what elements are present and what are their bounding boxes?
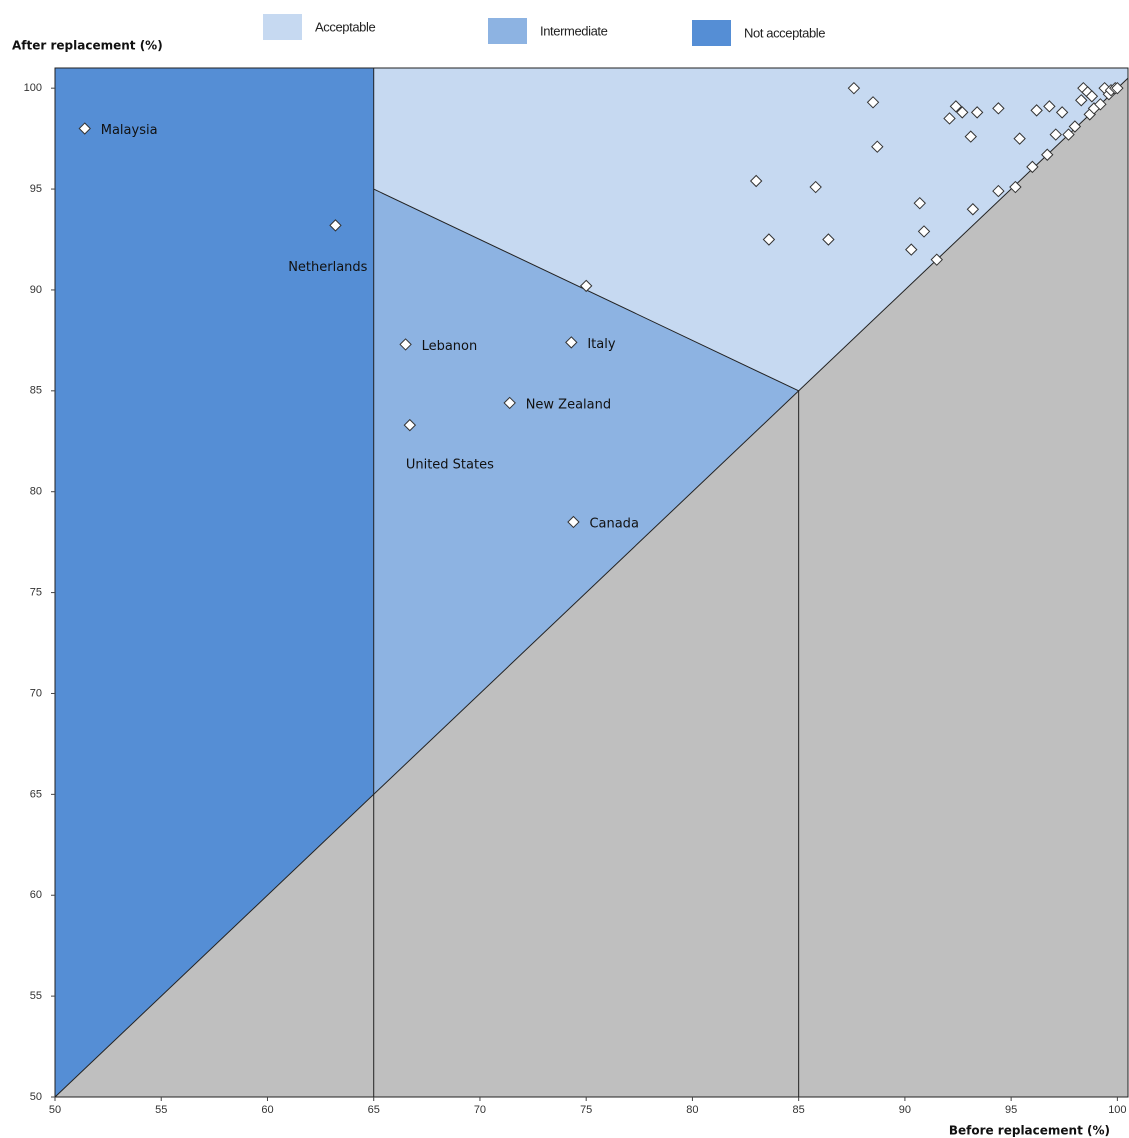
point-label: New Zealand: [526, 397, 611, 412]
data-point: [917, 225, 931, 238]
data-point: [809, 180, 822, 194]
data-point: [503, 396, 516, 410]
data-point: [964, 130, 977, 143]
y-tick-label: 85: [30, 385, 42, 397]
data-point: [930, 253, 943, 266]
data-point: [943, 112, 956, 125]
x-tick-label: 85: [793, 1104, 805, 1116]
data-point: [399, 338, 412, 351]
x-tick-label: 50: [49, 1104, 61, 1116]
x-tick-label: 75: [580, 1104, 592, 1116]
data-point: [403, 418, 417, 432]
y-tick-label: 100: [24, 82, 42, 94]
data-point: [1075, 94, 1088, 107]
x-tick-label: 80: [686, 1104, 698, 1116]
region: [373, 68, 1128, 391]
x-tick-label: 70: [474, 1104, 486, 1116]
data-point: [905, 243, 918, 256]
legend-swatch: [263, 14, 302, 40]
x-tick-label: 95: [1005, 1104, 1017, 1116]
data-point: [762, 233, 776, 246]
point-label: Italy: [587, 337, 616, 352]
data-point: [1085, 90, 1099, 103]
data-point: [567, 515, 580, 529]
data-point: [1013, 132, 1026, 145]
data-point: [913, 196, 926, 210]
point-label: Canada: [589, 516, 638, 531]
data-point: [1055, 106, 1069, 119]
data-point: [1068, 120, 1082, 133]
data-point: [1041, 148, 1054, 161]
x-tick-label: 100: [1108, 1104, 1126, 1116]
x-tick-label: 55: [155, 1104, 167, 1116]
data-point: [1030, 104, 1043, 117]
point-label: United States: [406, 458, 494, 473]
point-label: Netherlands: [288, 260, 367, 275]
data-point: [1094, 98, 1107, 111]
y-tick-label: 70: [30, 687, 42, 699]
data-point: [749, 174, 763, 188]
data-point: [866, 96, 880, 109]
data-point: [1111, 81, 1124, 95]
data-point: [992, 184, 1005, 198]
y-tick-label: 50: [30, 1091, 42, 1103]
x-axis-title: Before replacement (%): [949, 1124, 1110, 1138]
y-tick-label: 60: [30, 889, 42, 901]
data-point: [579, 279, 593, 293]
y-tick-label: 95: [30, 183, 42, 195]
region: [55, 68, 374, 1097]
data-point: [1049, 128, 1062, 141]
x-tick-label: 60: [261, 1104, 273, 1116]
data-point: [1043, 100, 1056, 113]
data-point: [565, 336, 578, 349]
legend-label: Intermediate: [540, 23, 608, 38]
data-point: [822, 233, 835, 246]
x-tick-label: 90: [899, 1104, 911, 1116]
data-point: [956, 106, 969, 119]
data-point: [1009, 180, 1022, 194]
legend-swatch: [488, 18, 527, 44]
data-point: [847, 81, 861, 95]
data-point: [329, 219, 342, 232]
data-point: [949, 100, 963, 113]
plot-frame: [54, 67, 1129, 1098]
x-tick-label: 65: [368, 1104, 380, 1116]
data-point: [992, 102, 1005, 115]
y-tick-label: 75: [30, 586, 42, 598]
legend-swatch: [692, 20, 731, 46]
y-tick-label: 55: [30, 990, 42, 1002]
data-point: [1062, 128, 1075, 141]
data-point: [970, 106, 984, 119]
data-point: [1026, 160, 1039, 174]
legend-label: Not acceptable: [744, 25, 825, 40]
point-label: Malaysia: [101, 123, 158, 138]
data-point: [78, 122, 91, 135]
y-tick-label: 65: [30, 788, 42, 800]
data-point: [966, 203, 980, 216]
data-point: [871, 140, 884, 153]
boundary-line: [54, 77, 1129, 1098]
legend-label: Acceptable: [315, 19, 375, 34]
y-tick-label: 80: [30, 486, 42, 498]
y-tick-label: 90: [30, 284, 42, 296]
point-label: Lebanon: [422, 339, 478, 354]
y-axis-title: After replacement (%): [12, 39, 163, 53]
